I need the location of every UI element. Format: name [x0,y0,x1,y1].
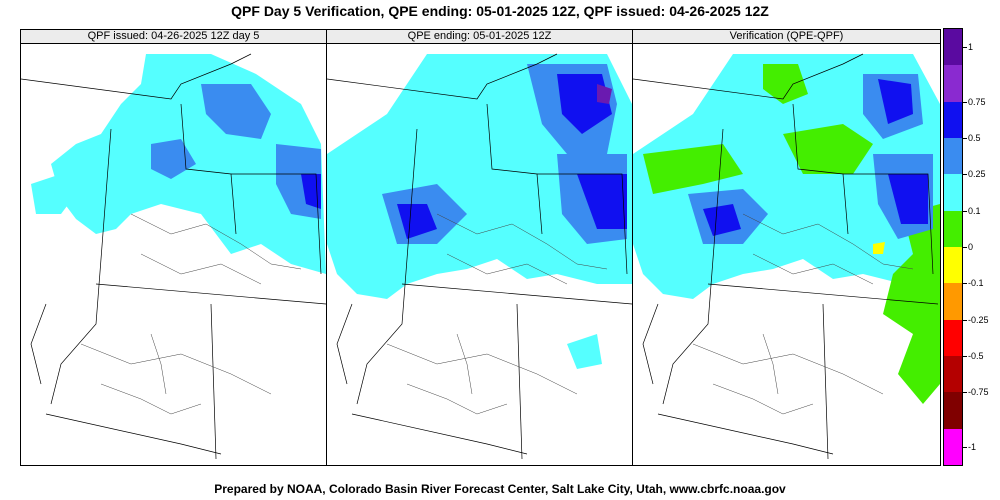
colorbar-segment [944,174,962,212]
qpe-map [327,53,632,460]
verification-precip-area [883,204,940,404]
qpe-precip-area [597,84,612,104]
colorbar-tick-label: 0.5 [968,133,981,143]
colorbar-tick [963,174,967,176]
colorbar-tick [963,319,967,321]
qpf-map [21,53,326,460]
qpe-precip-area [397,204,437,239]
colorbar-tick-label: -0.1 [968,278,984,289]
colorbar-tick-label: -0.25 [968,314,989,325]
verification-map [633,53,940,460]
colorbar-segment [944,29,962,66]
colorbar-tick [963,446,967,448]
colorbar-tick-label: 1 [968,42,974,53]
verification-precip-area [878,79,913,124]
colorbar-tick-label: -0.75 [968,387,989,398]
qpe-panel: QPE ending: 05-01-2025 12Z [326,29,633,466]
colorbar-segment [944,356,962,393]
colorbar-segment [944,428,962,466]
colorbar-tick [963,356,967,357]
qpe-precip-area [567,334,602,369]
qpf-panel: QPF issued: 04-26-2025 12Z day 5 [20,29,327,466]
colorbar-tick [963,283,967,285]
colorbar-tick-label: 0.75 [968,96,986,107]
colorbar-tick-label: -0.5 [968,351,984,361]
verification-precip-area [643,144,743,194]
colorbar-tick [963,138,967,139]
qpf-precip-area [31,174,76,214]
colorbar-tick [963,101,967,103]
verification-precip-area [783,124,873,174]
verification-precip-area [763,64,808,104]
colorbar-segment [944,283,962,321]
qpf-panel-title: QPF issued: 04-26-2025 12Z day 5 [21,30,326,44]
colorbar-segment [944,101,962,139]
verification-panel: Verification (QPE-QPF) [632,29,941,466]
colorbar-tick-label: 0.25 [968,169,986,180]
chart-title: QPF Day 5 Verification, QPE ending: 05-0… [231,3,769,19]
verification-precip-area [888,174,928,224]
colorbar-tick [963,247,967,248]
colorbar-segment [944,392,962,430]
qpf-precip-area [301,174,321,209]
colorbar-tick-label: 0.1 [968,205,981,216]
colorbar-tick-label: 0 [968,242,974,252]
colorbar-segment [944,319,962,357]
footer-credit: Prepared by NOAA, Colorado Basin River F… [214,482,786,496]
verification-panel-title: Verification (QPE-QPF) [633,30,940,44]
colorbar-segment [944,65,962,103]
colorbar [943,28,963,466]
verification-precip-area [703,204,741,236]
colorbar-segment [944,210,962,248]
colorbar-tick [963,47,967,49]
colorbar-tick [963,392,967,394]
colorbar-segment [944,247,962,284]
qpe-panel-title: QPE ending: 05-01-2025 12Z [327,30,632,44]
verification-precip-area [873,242,885,254]
qpf-precip-area [201,84,271,139]
colorbar-segment [944,138,962,175]
colorbar-tick-label: -1 [968,441,977,452]
qpe-precip-area [577,174,627,229]
colorbar-tick [963,210,967,212]
